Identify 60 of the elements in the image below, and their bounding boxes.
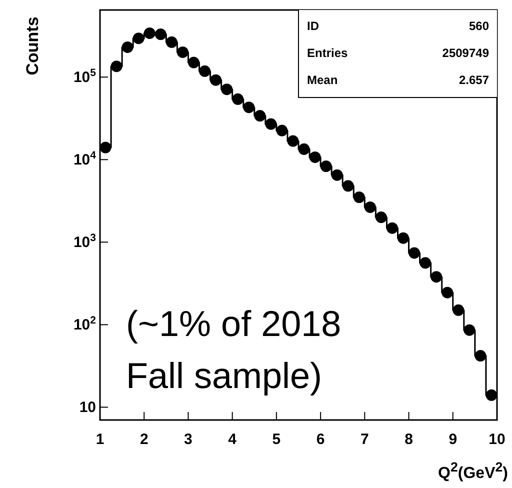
annotation: (~1% of 2018 Fall sample) <box>126 302 342 398</box>
point <box>420 257 432 269</box>
point <box>309 151 321 163</box>
x-tick-label: 4 <box>228 431 238 448</box>
point <box>320 160 332 172</box>
point <box>276 124 288 136</box>
annotation: Entries <box>307 45 348 62</box>
point <box>408 247 420 259</box>
point <box>265 118 277 130</box>
point <box>430 271 442 283</box>
point <box>474 350 486 362</box>
point <box>232 93 244 105</box>
y-tick-label: 10 <box>79 399 96 416</box>
point <box>364 201 376 213</box>
point <box>486 389 497 401</box>
point <box>132 32 144 44</box>
point <box>386 222 398 234</box>
x-tick-label: 2 <box>140 431 148 448</box>
point <box>122 41 134 53</box>
point <box>342 180 354 192</box>
y-axis-title: Counts <box>23 16 42 76</box>
annotation: Mean <box>307 72 338 89</box>
point <box>287 135 299 147</box>
annotation: 2509749 <box>442 45 489 62</box>
point <box>331 169 343 181</box>
point <box>442 286 454 298</box>
point <box>353 192 365 203</box>
point <box>398 232 410 244</box>
annotation: 560 <box>468 18 489 35</box>
point <box>243 102 255 114</box>
x-tick-label: 10 <box>488 431 506 448</box>
x-tick-label: 1 <box>96 431 104 448</box>
point <box>188 56 200 68</box>
annotation: 2.657 <box>458 72 489 89</box>
point <box>110 60 122 72</box>
point <box>452 304 464 316</box>
x-tick-label: 7 <box>360 431 369 448</box>
point <box>298 143 310 155</box>
point <box>199 65 211 77</box>
y-tick-label: 10$^{3}$ <box>73 232 96 252</box>
point <box>464 324 476 336</box>
x-tick-label: 5 <box>272 431 281 448</box>
y-tick-label: 10$^{2}$ <box>73 314 96 334</box>
point <box>375 212 387 224</box>
annotation: ID <box>307 18 319 35</box>
point <box>100 142 112 154</box>
point <box>154 28 166 40</box>
y-tick-label: 10$^{4}$ <box>73 150 96 169</box>
y-tick-label: 10$^{5}$ <box>73 67 96 86</box>
point <box>254 110 266 122</box>
x-axis-title: Q$^{2}$(GeV$^{2}$) <box>438 460 508 482</box>
point <box>144 27 156 39</box>
x-tick-label: 3 <box>184 431 192 448</box>
x-tick-label: 6 <box>316 431 325 448</box>
point <box>176 46 188 58</box>
point <box>210 74 222 86</box>
x-tick-label: 9 <box>448 431 458 448</box>
point <box>166 36 178 48</box>
point <box>221 84 233 96</box>
x-tick-label: 8 <box>404 431 413 448</box>
